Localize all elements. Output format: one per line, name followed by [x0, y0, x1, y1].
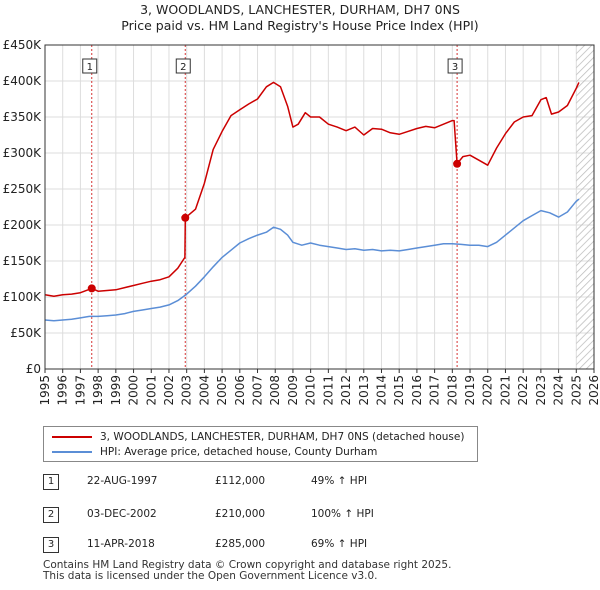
transaction-hpi-change: 69% ↑ HPI [311, 538, 368, 550]
x-tick-label: 2002 [162, 375, 176, 406]
title-line-1: 3, WOODLANDS, LANCHESTER, DURHAM, DH7 0N… [140, 2, 460, 17]
x-tick-label: 2016 [410, 375, 424, 406]
transaction-date: 03-DEC-2002 [87, 508, 157, 520]
y-tick-label: £450K [3, 38, 43, 52]
x-tick-label: 2000 [127, 375, 141, 406]
y-tick-label: £250K [3, 182, 43, 196]
legend-item-hpi: HPI: Average price, detached house, Coun… [52, 445, 377, 459]
x-tick-label: 2001 [144, 375, 158, 406]
x-tick-label: 2009 [286, 375, 300, 406]
price-paid-line [44, 81, 580, 298]
sale-number-label: 3 [452, 62, 458, 73]
y-tick-label: £0 [26, 362, 41, 376]
x-tick-label: 2003 [180, 375, 194, 406]
transaction-date: 22-AUG-1997 [87, 475, 158, 487]
title-line-2: Price paid vs. HM Land Registry's House … [121, 18, 479, 33]
price-chart: 1 2 3 £0 £50K £100K £150K £200K £250K £300K £350K… [3, 38, 600, 406]
transaction-hpi-change: 49% ↑ HPI [311, 475, 368, 487]
x-tick-label: 1998 [91, 375, 105, 406]
footer-attribution: Contains HM Land Registry data © Crown c… [43, 560, 451, 582]
y-tick-label: £50K [10, 326, 42, 340]
x-tick-label: 1996 [56, 375, 70, 406]
sale-point-marker [453, 159, 462, 168]
y-tick-label: £400K [3, 74, 43, 88]
transaction-price: £210,000 [215, 508, 266, 520]
y-tick-label: £350K [3, 110, 43, 124]
x-tick-label: 2007 [251, 375, 265, 406]
legend-item-price: 3, WOODLANDS, LANCHESTER, DURHAM, DH7 0N… [52, 430, 464, 444]
forecast-hatch-region [576, 45, 594, 369]
x-tick-label: 2012 [339, 375, 353, 406]
transaction-price: £112,000 [215, 475, 266, 487]
sale-number-box [82, 58, 98, 74]
x-tick-label: 2018 [445, 375, 459, 406]
hpi-line [44, 198, 580, 322]
x-tick-label: 2006 [233, 375, 247, 406]
x-tick-label: 2005 [215, 375, 229, 406]
footer-line-2: This data is licensed under the Open Gov… [43, 570, 378, 582]
plot-area [45, 45, 594, 369]
table-row: 1 22-AUG-1997 £112,000 49% ↑ HPI [43, 474, 423, 492]
x-tick-label: 2008 [268, 375, 282, 406]
x-tick-label: 2015 [392, 375, 406, 406]
chart-legend: 3, WOODLANDS, LANCHESTER, DURHAM, DH7 0N… [43, 426, 478, 462]
transaction-number-badge: 3 [43, 537, 59, 553]
y-tick-label: £300K [3, 146, 43, 160]
footer-line-1: Contains HM Land Registry data © Crown c… [43, 559, 452, 571]
sale-number-box [175, 58, 191, 74]
x-tick-label: 2024 [552, 375, 566, 406]
sale-number-box [447, 58, 463, 74]
y-tick-label: £150K [3, 254, 43, 268]
transaction-number-badge: 1 [43, 474, 59, 490]
x-tick-label: 2020 [481, 375, 495, 406]
legend-label-hpi: HPI: Average price, detached house, Coun… [100, 446, 378, 458]
x-tick-label: 2026 [587, 375, 600, 406]
y-tick-label: £100K [3, 290, 43, 304]
x-tick-label: 2014 [374, 375, 388, 406]
x-tick-label: 2021 [498, 375, 512, 406]
x-tick-label: 2025 [569, 375, 583, 406]
x-tick-label: 2011 [321, 375, 335, 406]
x-tick-label: 2019 [463, 375, 477, 406]
table-row: 3 11-APR-2018 £285,000 69% ↑ HPI [43, 537, 423, 555]
sale-point-marker [87, 284, 96, 293]
plot-border [44, 44, 595, 370]
chart-title: 3, WOODLANDS, LANCHESTER, DURHAM, DH7 0N… [0, 2, 600, 34]
x-tick-label: 2017 [428, 375, 442, 406]
transaction-price: £285,000 [215, 538, 266, 550]
x-tick-label: 2022 [516, 375, 530, 406]
x-tick-label: 2004 [197, 375, 211, 406]
legend-label-price: 3, WOODLANDS, LANCHESTER, DURHAM, DH7 0N… [100, 431, 465, 443]
sale-point-marker [181, 213, 190, 222]
y-tick-label: £200K [3, 218, 43, 232]
legend-swatch-price [52, 436, 92, 438]
sale-number-label: 1 [87, 62, 93, 73]
x-tick-label: 1997 [73, 375, 87, 406]
x-tick-label: 1995 [38, 375, 52, 406]
x-tick-label: 1999 [109, 375, 123, 406]
sale-number-label: 2 [180, 62, 186, 73]
transaction-hpi-change: 100% ↑ HPI [311, 508, 374, 520]
x-tick-label: 2023 [534, 375, 548, 406]
legend-swatch-hpi [52, 451, 92, 453]
transaction-number-badge: 2 [43, 507, 59, 523]
transaction-date: 11-APR-2018 [87, 538, 155, 550]
x-tick-label: 2010 [304, 375, 318, 406]
table-row: 2 03-DEC-2002 £210,000 100% ↑ HPI [43, 507, 423, 525]
x-tick-label: 2013 [357, 375, 371, 406]
